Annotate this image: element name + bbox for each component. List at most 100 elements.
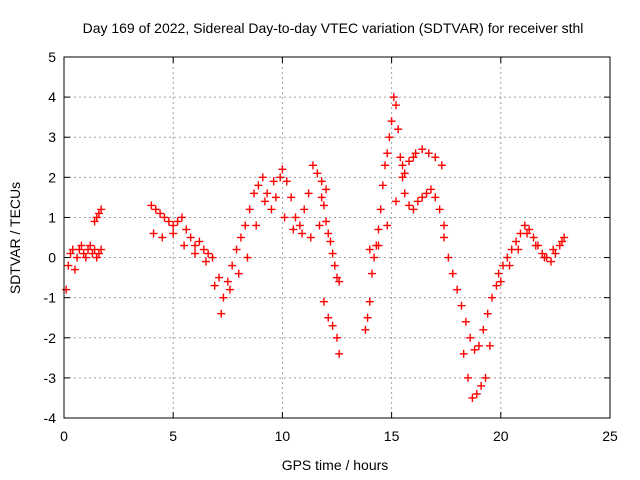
data-point	[505, 261, 514, 270]
data-point	[199, 245, 208, 254]
data-point	[195, 237, 204, 246]
data-point	[291, 213, 300, 222]
data-point	[370, 253, 379, 262]
data-point	[282, 177, 291, 186]
data-point	[182, 225, 191, 234]
plot-frame	[63, 56, 611, 419]
data-point	[474, 341, 483, 350]
data-point	[97, 245, 106, 254]
data-point	[551, 249, 560, 258]
data-point	[234, 269, 243, 278]
data-point	[324, 313, 333, 322]
data-point	[444, 253, 453, 262]
data-point	[531, 241, 540, 250]
data-point	[186, 233, 195, 242]
data-point	[94, 249, 103, 258]
data-point	[250, 189, 259, 198]
data-point	[149, 229, 158, 238]
y-tick-label: 5	[48, 49, 56, 65]
data-point	[398, 173, 407, 182]
y-tick-label: -1	[44, 290, 57, 306]
data-point	[252, 221, 261, 230]
data-point	[147, 201, 156, 210]
x-tick-label: 5	[169, 428, 177, 444]
data-point	[263, 189, 272, 198]
data-point	[492, 281, 501, 290]
data-point	[223, 277, 232, 286]
data-point	[396, 153, 405, 162]
data-point	[287, 193, 296, 202]
data-point	[367, 269, 376, 278]
y-tick-label: 1	[48, 209, 56, 225]
data-point	[381, 161, 390, 170]
data-point	[514, 245, 523, 254]
data-point	[217, 309, 226, 318]
data-point	[383, 221, 392, 230]
data-point	[228, 261, 237, 270]
data-point	[335, 349, 344, 358]
data-point	[485, 341, 494, 350]
data-point	[385, 133, 394, 142]
data-point	[503, 253, 512, 262]
data-point	[278, 165, 287, 174]
data-point	[488, 293, 497, 302]
data-point	[391, 101, 400, 110]
data-point	[304, 189, 313, 198]
data-point	[241, 221, 250, 230]
data-point	[92, 213, 101, 222]
data-point	[466, 333, 475, 342]
data-point	[409, 205, 418, 214]
data-point	[66, 249, 75, 258]
y-tick-label: 4	[48, 89, 56, 105]
data-point	[383, 149, 392, 158]
data-point	[73, 253, 82, 262]
data-point	[201, 257, 210, 266]
data-point	[315, 221, 324, 230]
data-point	[191, 241, 200, 250]
data-point	[317, 193, 326, 202]
data-point	[378, 181, 387, 190]
data-point	[494, 269, 503, 278]
x-tick-label: 20	[493, 428, 509, 444]
data-point	[158, 233, 167, 242]
data-point	[151, 205, 160, 214]
data-point	[472, 389, 481, 398]
data-point	[523, 229, 532, 238]
data-point	[405, 157, 414, 166]
data-point	[335, 277, 344, 286]
data-point	[374, 225, 383, 234]
x-axis-label: GPS time / hours	[282, 457, 389, 473]
data-point	[557, 237, 566, 246]
data-point	[448, 269, 457, 278]
data-point	[62, 285, 71, 294]
data-point	[422, 189, 431, 198]
data-point	[298, 229, 307, 238]
data-point	[431, 153, 440, 162]
data-point	[308, 161, 317, 170]
data-point	[258, 173, 267, 182]
data-point	[400, 189, 409, 198]
x-tick-label: 0	[60, 428, 68, 444]
data-point	[236, 233, 245, 242]
data-point	[319, 297, 328, 306]
data-point	[313, 169, 322, 178]
data-point	[413, 197, 422, 206]
data-point	[481, 373, 490, 382]
data-point	[468, 393, 477, 402]
data-point	[295, 221, 304, 230]
data-point	[92, 253, 101, 262]
data-point	[418, 145, 427, 154]
data-point	[400, 169, 409, 178]
data-point	[394, 125, 403, 134]
data-point	[70, 265, 79, 274]
y-tick-label: -2	[44, 330, 57, 346]
data-point	[177, 213, 186, 222]
data-point	[520, 221, 529, 230]
data-point	[512, 237, 521, 246]
data-point	[418, 193, 427, 202]
data-point	[435, 205, 444, 214]
data-point	[254, 181, 263, 190]
data-point	[260, 197, 269, 206]
data-point	[333, 333, 341, 342]
data-point	[361, 325, 370, 334]
